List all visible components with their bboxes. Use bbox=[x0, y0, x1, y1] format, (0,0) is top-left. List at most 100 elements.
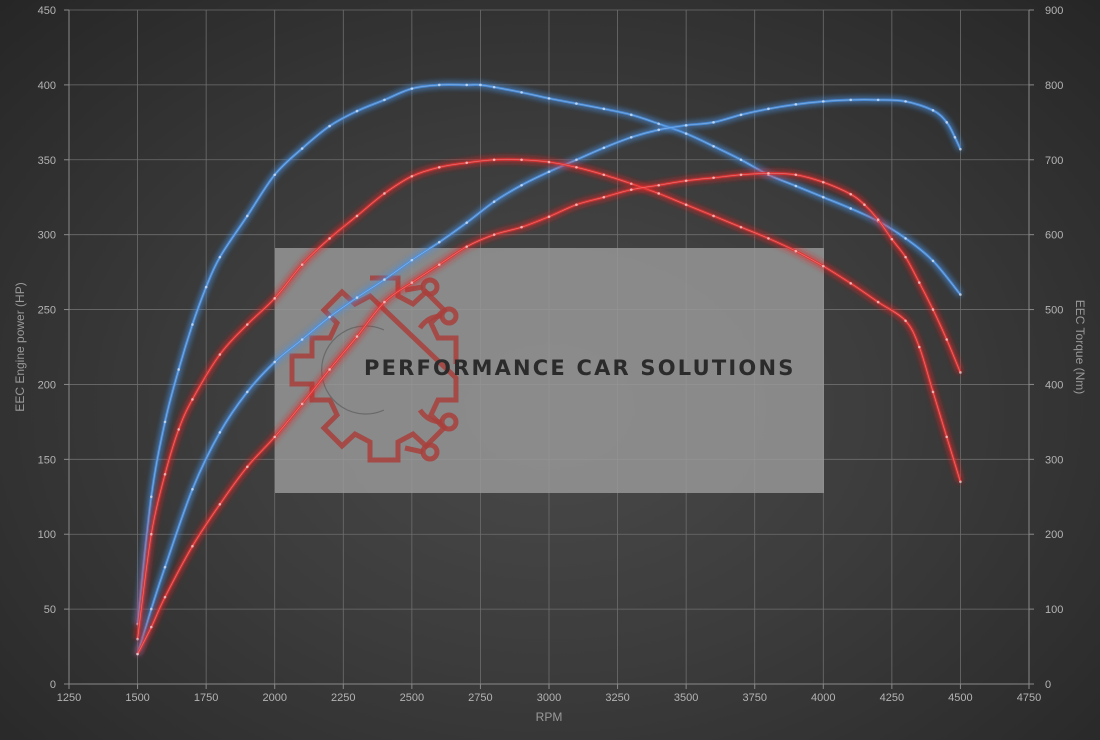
data-point bbox=[547, 170, 551, 174]
data-point bbox=[575, 203, 578, 207]
x-tick-label: 3500 bbox=[674, 692, 698, 704]
data-point bbox=[629, 182, 633, 186]
data-point bbox=[273, 173, 277, 177]
data-point bbox=[890, 237, 894, 241]
data-point bbox=[712, 214, 715, 218]
y-left-tick-label: 0 bbox=[50, 679, 56, 691]
data-point bbox=[492, 158, 496, 162]
data-point bbox=[149, 625, 153, 629]
data-point bbox=[355, 296, 359, 299]
data-point bbox=[602, 107, 606, 111]
data-point bbox=[863, 203, 866, 207]
data-point bbox=[575, 102, 578, 105]
y-left-tick-label: 450 bbox=[38, 5, 56, 17]
data-point bbox=[163, 473, 167, 476]
data-point bbox=[684, 132, 688, 135]
data-point bbox=[876, 98, 880, 102]
series-line bbox=[136, 171, 962, 655]
y-left-tick-label: 200 bbox=[38, 379, 56, 391]
data-point bbox=[437, 263, 441, 266]
y-right-tick-label: 200 bbox=[1045, 529, 1063, 541]
data-point bbox=[492, 85, 496, 89]
data-point bbox=[794, 184, 798, 188]
series-line bbox=[136, 83, 962, 625]
data-point bbox=[218, 353, 222, 356]
data-point bbox=[602, 146, 606, 150]
data-point bbox=[821, 195, 825, 199]
data-point bbox=[328, 315, 331, 319]
data-point bbox=[245, 323, 249, 326]
y-left-axis-label: EEC Engine power (HP) bbox=[13, 282, 27, 411]
series-3 bbox=[136, 158, 962, 641]
data-point bbox=[410, 281, 414, 284]
data-point bbox=[684, 124, 688, 127]
data-point bbox=[602, 195, 606, 199]
x-tick-label: 2750 bbox=[468, 692, 492, 704]
data-point bbox=[245, 390, 249, 394]
data-point bbox=[739, 158, 743, 162]
series-line bbox=[136, 98, 962, 655]
data-point bbox=[136, 652, 139, 656]
data-point bbox=[245, 214, 249, 218]
data-point bbox=[657, 183, 661, 187]
data-point bbox=[849, 207, 853, 210]
data-point bbox=[149, 607, 153, 611]
data-point bbox=[794, 173, 798, 177]
data-point bbox=[465, 245, 469, 248]
data-point bbox=[300, 402, 304, 406]
data-point bbox=[767, 107, 770, 111]
y-right-tick-label: 800 bbox=[1045, 80, 1063, 92]
data-point bbox=[917, 281, 921, 284]
data-point bbox=[959, 371, 962, 374]
data-point bbox=[821, 180, 825, 184]
watermark-arc bbox=[321, 325, 385, 415]
data-point bbox=[136, 637, 139, 641]
data-point bbox=[520, 183, 523, 187]
data-point bbox=[383, 98, 386, 102]
y-left-tick-label: 250 bbox=[38, 305, 56, 317]
data-point bbox=[149, 495, 153, 499]
data-point bbox=[328, 124, 331, 128]
x-tick-label: 1250 bbox=[57, 692, 81, 704]
data-point bbox=[657, 192, 661, 195]
data-point bbox=[520, 225, 523, 229]
data-point bbox=[904, 100, 907, 103]
y-right-tick-label: 300 bbox=[1045, 454, 1063, 466]
data-point bbox=[465, 221, 469, 224]
data-point bbox=[177, 428, 181, 431]
data-point bbox=[218, 431, 222, 434]
data-point bbox=[767, 237, 770, 240]
gear-circuit-icon bbox=[289, 275, 459, 463]
data-point bbox=[849, 282, 853, 285]
data-point bbox=[657, 122, 661, 126]
series-1 bbox=[136, 83, 962, 626]
data-point bbox=[959, 147, 962, 151]
data-point bbox=[931, 259, 935, 263]
data-point bbox=[163, 595, 167, 599]
data-point bbox=[465, 161, 469, 165]
data-point bbox=[953, 136, 957, 139]
series-2 bbox=[136, 98, 962, 656]
data-point bbox=[657, 128, 661, 132]
data-point bbox=[520, 158, 523, 162]
data-point bbox=[218, 255, 222, 259]
data-point bbox=[163, 420, 167, 424]
data-point bbox=[437, 165, 441, 169]
data-point bbox=[410, 258, 414, 262]
data-point bbox=[191, 544, 194, 548]
data-point bbox=[629, 113, 633, 117]
data-point bbox=[355, 214, 359, 218]
data-point bbox=[245, 465, 249, 469]
data-point bbox=[273, 435, 277, 439]
x-tick-label: 3250 bbox=[605, 692, 629, 704]
data-point bbox=[794, 103, 798, 106]
data-point bbox=[300, 338, 304, 341]
series-layer bbox=[136, 83, 962, 656]
data-point bbox=[959, 293, 962, 296]
data-point bbox=[547, 215, 551, 218]
data-point bbox=[629, 188, 633, 192]
y-left-tick-label: 100 bbox=[38, 529, 56, 541]
data-point bbox=[300, 147, 304, 150]
data-point bbox=[684, 203, 688, 207]
